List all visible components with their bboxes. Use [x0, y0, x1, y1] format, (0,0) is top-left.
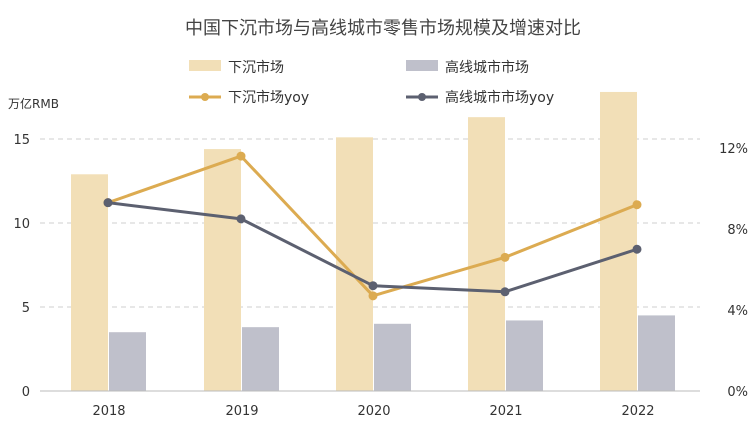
y2-tick-label: 12%	[719, 142, 748, 157]
line-series	[103, 151, 642, 301]
y2-axis-ticks: 0% 4% 8% 12%	[719, 142, 748, 400]
y-tick-label: 0	[22, 385, 30, 400]
point-tier1-yoy-2019	[236, 214, 246, 224]
point-sinking-yoy-2022	[632, 200, 642, 210]
bar-tier1-market-2020	[374, 323, 411, 391]
x-axis-ticks: 2018 2019 2020 2021 2022	[92, 404, 654, 419]
y-tick-label: 15	[13, 133, 30, 148]
legend-label-sinking-yoy[interactable]: 下沉市场yoy	[228, 89, 309, 106]
x-tick-label: 2019	[225, 404, 258, 419]
y2-tick-label: 0%	[727, 385, 748, 400]
legend-marker-sinking-yoy	[201, 93, 209, 101]
bar-sinking-market-2019	[204, 149, 241, 391]
x-tick-label: 2018	[92, 404, 125, 419]
bar-sinking-market-2021	[468, 117, 505, 391]
legend-swatch-tier1-market	[406, 60, 438, 71]
bar-sinking-market-2022	[600, 91, 637, 392]
y-axis-ticks: 0 5 10 15	[13, 133, 30, 400]
y2-tick-label: 4%	[727, 304, 748, 319]
bar-tier1-market-2022	[638, 315, 675, 391]
x-tick-label: 2021	[489, 404, 522, 419]
y-axis-unit-label: 万亿RMB	[8, 96, 59, 111]
legend-label-tier1-yoy[interactable]: 高线城市市场yoy	[445, 89, 554, 106]
legend-label-tier1-market[interactable]: 高线城市市场	[445, 59, 529, 76]
legend-label-sinking-market[interactable]: 下沉市场	[228, 59, 284, 76]
point-sinking-yoy-2019	[236, 151, 246, 161]
x-tick-label: 2022	[621, 404, 654, 419]
bar-series	[71, 91, 675, 392]
chart-title: 中国下沉市场与高线城市零售市场规模及增速对比	[185, 18, 581, 39]
legend-swatch-sinking-market	[189, 60, 221, 71]
bar-tier1-market-2019	[242, 327, 279, 391]
x-tick-label: 2020	[357, 404, 390, 419]
point-sinking-yoy-2021	[500, 252, 510, 262]
point-tier1-yoy-2021	[500, 287, 510, 297]
bar-tier1-market-2021	[506, 320, 543, 391]
point-tier1-yoy-2022	[632, 244, 642, 254]
point-tier1-yoy-2018	[103, 198, 113, 208]
bar-tier1-market-2018	[109, 332, 146, 391]
y-tick-label: 10	[13, 217, 30, 232]
legend: 下沉市场 高线城市市场 下沉市场yoy 高线城市市场yoy	[189, 59, 554, 106]
bar-sinking-market-2018	[71, 174, 108, 391]
legend-marker-tier1-yoy	[418, 93, 426, 101]
point-sinking-yoy-2020	[368, 291, 378, 301]
point-tier1-yoy-2020	[368, 281, 378, 291]
y-tick-label: 5	[22, 301, 30, 316]
y2-tick-label: 8%	[727, 223, 748, 238]
